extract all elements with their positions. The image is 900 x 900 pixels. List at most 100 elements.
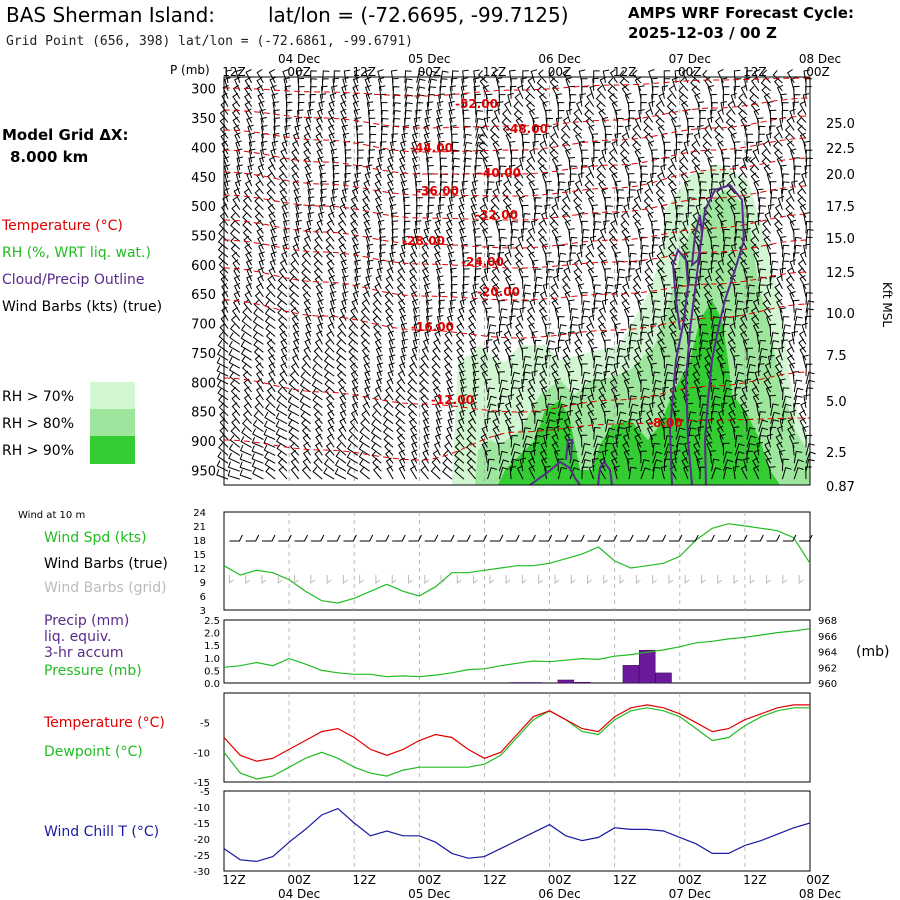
bottom-hour-tick: 00Z bbox=[287, 873, 311, 887]
wind-barb bbox=[409, 267, 418, 282]
wind-barb bbox=[240, 324, 252, 337]
wind-barb bbox=[737, 101, 748, 115]
wind-barb bbox=[378, 259, 385, 274]
wind-barb-grid bbox=[668, 575, 674, 584]
wind-barb bbox=[601, 116, 609, 131]
chill-panel-label: Wind Chill T (°C) bbox=[44, 824, 159, 840]
wind-barb bbox=[792, 252, 800, 266]
wind-barb bbox=[596, 164, 606, 179]
wind-barb bbox=[492, 283, 500, 298]
wind-barb bbox=[385, 314, 394, 329]
wind-barb bbox=[434, 393, 441, 409]
wind-barb bbox=[318, 100, 325, 115]
wind-barb bbox=[640, 458, 650, 472]
wind-barb bbox=[634, 346, 642, 361]
wind-barb bbox=[242, 370, 252, 385]
wind-barb bbox=[705, 346, 713, 361]
wind-barb bbox=[663, 355, 671, 369]
wind-barb bbox=[510, 371, 521, 385]
wind-barb bbox=[436, 315, 444, 329]
wind-barb bbox=[398, 259, 406, 274]
wind-barb bbox=[218, 260, 229, 274]
wind-barb bbox=[409, 275, 418, 290]
wind-barb bbox=[776, 275, 783, 290]
wind-barb bbox=[787, 425, 795, 440]
wind-barb bbox=[277, 315, 288, 329]
wind-barb bbox=[581, 300, 590, 313]
wind-barb bbox=[683, 180, 691, 194]
wind-barb bbox=[601, 148, 608, 163]
wind-barb bbox=[716, 338, 724, 353]
wind-barb-true bbox=[782, 534, 797, 542]
wind-barb bbox=[268, 362, 276, 377]
wind-barb bbox=[493, 108, 501, 123]
temperature-contour-label: -8.00 bbox=[648, 416, 683, 430]
wind-barb bbox=[644, 275, 654, 290]
wind-barb-grid bbox=[521, 575, 527, 584]
temperature-contour-label: -24.00 bbox=[461, 255, 504, 269]
wind-barb bbox=[443, 346, 453, 361]
wind-barb bbox=[395, 418, 406, 432]
temperature-contour bbox=[223, 77, 811, 97]
wind-barb bbox=[386, 172, 394, 187]
wind-barb bbox=[495, 180, 503, 194]
bottom-hour-tick: 12Z bbox=[613, 873, 637, 887]
wind-barb bbox=[497, 252, 505, 266]
wind-barb bbox=[655, 180, 665, 195]
wind-barb bbox=[643, 117, 654, 131]
wind-barb bbox=[554, 306, 562, 321]
wind-barb bbox=[519, 457, 527, 472]
wind-barb bbox=[279, 156, 288, 171]
wind-barb bbox=[266, 196, 276, 211]
wind-barb-true bbox=[734, 534, 748, 542]
wind-barb bbox=[546, 260, 555, 274]
wind-barb bbox=[577, 425, 584, 440]
wind-barb bbox=[637, 156, 645, 171]
height-tick: 2.5 bbox=[826, 446, 847, 461]
wind-barb bbox=[800, 401, 807, 416]
temperature-contour bbox=[223, 157, 811, 197]
wind-barb bbox=[386, 267, 394, 282]
wind-barb bbox=[599, 457, 606, 472]
wind-barb bbox=[360, 418, 370, 432]
wind-barb bbox=[530, 69, 538, 84]
wind-barb bbox=[578, 140, 585, 155]
wind-barb bbox=[290, 307, 300, 321]
height-tick: 5.0 bbox=[826, 395, 847, 410]
wind-barb bbox=[569, 316, 579, 329]
wind-barb bbox=[290, 259, 300, 274]
wind-barb bbox=[624, 92, 632, 107]
wind-barb bbox=[729, 322, 736, 337]
wind-barb bbox=[789, 409, 797, 424]
wind-barb bbox=[555, 93, 562, 107]
wind-barb bbox=[531, 259, 539, 274]
wind-barb bbox=[244, 243, 253, 258]
wind-barb bbox=[767, 354, 775, 369]
wind-barb bbox=[443, 338, 453, 353]
wind-barb bbox=[577, 283, 585, 298]
temperature-contour-label: -28.00 bbox=[402, 234, 445, 248]
wind-barb bbox=[256, 69, 264, 84]
wind-barb bbox=[323, 355, 335, 369]
wind-barb bbox=[280, 195, 288, 210]
wind-barb bbox=[384, 291, 394, 306]
wind-barb bbox=[397, 441, 406, 456]
wind-barb bbox=[230, 315, 241, 329]
wind-barb bbox=[327, 322, 335, 337]
wind-barb bbox=[695, 203, 702, 218]
wind-barb bbox=[711, 316, 720, 329]
wind-barb bbox=[469, 338, 477, 353]
precip-label-2: liq. equiv. bbox=[44, 629, 111, 645]
wind-barb bbox=[742, 306, 750, 321]
wind-barb bbox=[421, 457, 429, 472]
wind-barb-true bbox=[554, 534, 569, 542]
wind-barb bbox=[313, 267, 323, 282]
wind-barb bbox=[733, 355, 740, 369]
wind-barb bbox=[467, 465, 477, 480]
wind-barb bbox=[291, 251, 300, 266]
wind-barb bbox=[329, 283, 336, 298]
wind-barb bbox=[477, 70, 488, 84]
wind-barb bbox=[315, 132, 323, 147]
wind-barb bbox=[279, 187, 288, 202]
wind-barb bbox=[531, 330, 538, 345]
